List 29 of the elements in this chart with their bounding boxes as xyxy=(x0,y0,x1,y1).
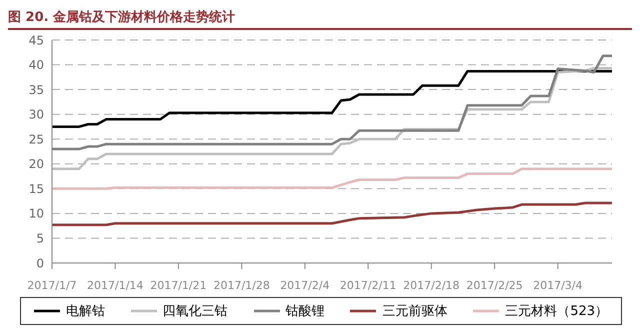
legend-label: 钴酸锂 xyxy=(286,303,325,320)
line-series xyxy=(52,168,612,190)
x-tick-label: 2017/1/7 xyxy=(27,278,77,292)
y-tick-label: 20 xyxy=(28,157,44,172)
line-series xyxy=(52,70,612,128)
y-tick-label: 40 xyxy=(28,58,44,72)
x-tick-label: 2017/1/14 xyxy=(87,278,144,292)
line-series xyxy=(52,66,612,170)
legend-label: 电解钴 xyxy=(66,303,105,320)
y-tick-label: 15 xyxy=(28,182,44,196)
x-tick-label: 2017/3/4 xyxy=(533,278,583,292)
chart-title: 图 20. 金属钴及下游材料价格走势统计 xyxy=(8,8,632,30)
y-tick-label: 10 xyxy=(28,206,44,221)
x-tick-label: 2017/1/28 xyxy=(213,278,270,292)
y-tick-label: 0 xyxy=(36,256,44,270)
x-tick-label: 2017/2/11 xyxy=(340,278,396,292)
y-tick-label: 45 xyxy=(28,33,44,48)
y-tick-label: 25 xyxy=(28,132,44,146)
x-tick-label: 2017/2/25 xyxy=(466,278,523,292)
legend-label: 三元前驱体 xyxy=(382,303,448,320)
line-series xyxy=(52,202,612,226)
y-tick-label: 35 xyxy=(28,82,44,97)
y-tick-label: 5 xyxy=(36,231,44,246)
legend-label: 三元材料（523） xyxy=(505,303,608,320)
x-tick-label: 2017/2/18 xyxy=(403,278,460,292)
y-tick-label: 30 xyxy=(28,108,44,122)
x-tick-label: 2017/2/4 xyxy=(280,278,330,292)
x-tick-label: 2017/1/21 xyxy=(150,278,207,292)
legend-label: 四氧化三钴 xyxy=(162,303,228,320)
